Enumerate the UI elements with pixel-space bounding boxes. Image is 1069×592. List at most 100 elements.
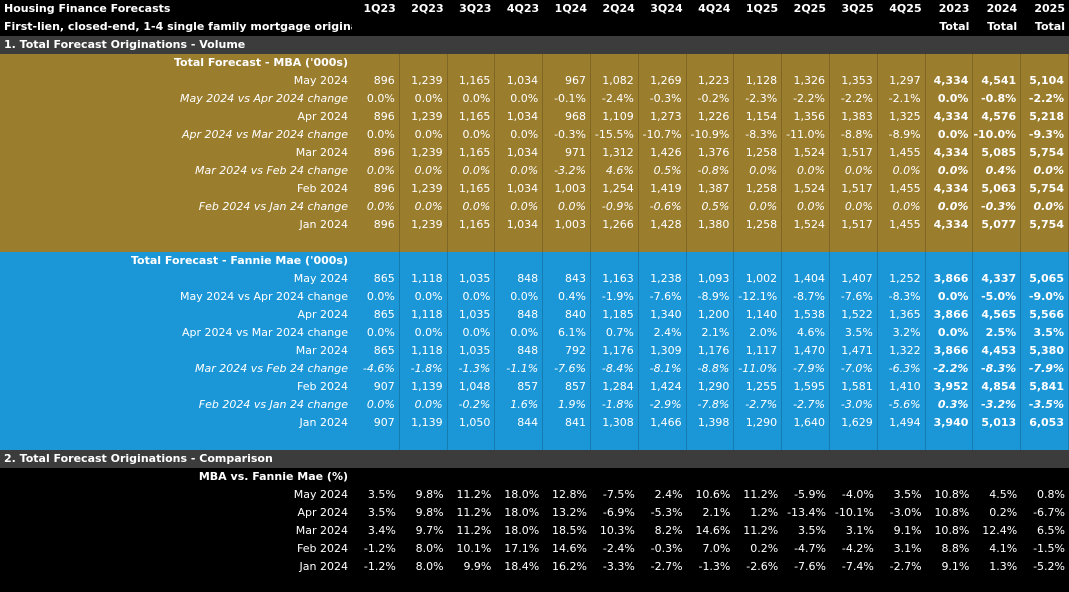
row-label: Jan 2024 bbox=[299, 560, 348, 573]
empty-cell bbox=[495, 468, 543, 486]
value-cell: -0.3% bbox=[639, 90, 687, 108]
value-cell: 0.0% bbox=[400, 90, 448, 108]
value-cell: 1,034 bbox=[495, 180, 544, 198]
value-cell: -2.6% bbox=[746, 560, 779, 573]
value-cell: 12.8% bbox=[552, 488, 587, 501]
value-cell: 11.2% bbox=[456, 506, 492, 519]
data-row: Apr 2024 vs Mar 2024 change 0.0% 0.0% 0.0% 0… bbox=[0, 126, 1069, 144]
block-title: Total Forecast - Fannie Mae ('000s) bbox=[131, 254, 348, 267]
value-cell: 5,104 bbox=[1021, 72, 1069, 90]
data-row: Feb 2024 vs Jan 24 change 0.0% 0.0% 0.0% 0.0… bbox=[0, 198, 1069, 216]
value-cell: 1,003 bbox=[543, 180, 591, 198]
value-cell: 1,252 bbox=[878, 270, 926, 288]
block-title: Total Forecast - MBA ('000s) bbox=[174, 56, 348, 69]
value-cell: 0.4% bbox=[543, 288, 591, 306]
value-cell: -0.1% bbox=[543, 90, 591, 108]
value-cell: -5.2% bbox=[1033, 560, 1065, 573]
value-cell: 3.1% bbox=[893, 542, 922, 555]
column-header: 2024 bbox=[986, 2, 1018, 15]
value-cell: 896 bbox=[352, 144, 400, 162]
value-cell: -1.8% bbox=[400, 360, 448, 378]
row-label: Jan 2024 bbox=[299, 416, 348, 429]
value-cell: 1,258 bbox=[734, 180, 783, 198]
value-cell: -3.5% bbox=[1021, 396, 1069, 414]
value-cell: 0.0% bbox=[782, 162, 830, 180]
row-label: May 2024 vs Apr 2024 change bbox=[180, 92, 348, 105]
value-cell: 0.0% bbox=[448, 162, 496, 180]
column-header: 1Q25 bbox=[745, 2, 779, 15]
value-cell: 4.1% bbox=[989, 542, 1018, 555]
value-cell: 10.8% bbox=[934, 524, 970, 537]
value-cell: 1,117 bbox=[734, 342, 783, 360]
value-cell: -1.5% bbox=[1033, 542, 1065, 555]
value-cell: 1,238 bbox=[639, 270, 687, 288]
value-cell: 1.2% bbox=[750, 506, 779, 519]
value-cell: 792 bbox=[543, 342, 591, 360]
data-row: May 2024 865 1,118 1,035 848 843 1,163 1,238 1,0… bbox=[0, 270, 1069, 288]
row-label: Mar 2024 vs Feb 24 change bbox=[194, 164, 348, 177]
value-cell: 4,334 bbox=[926, 108, 974, 126]
empty-cell bbox=[973, 468, 1021, 486]
empty-cell bbox=[543, 252, 591, 270]
empty-cell bbox=[639, 432, 687, 450]
value-cell: 3.1% bbox=[845, 524, 874, 537]
row-label: Feb 2024 bbox=[297, 182, 348, 195]
value-cell: 1,035 bbox=[448, 306, 496, 324]
value-cell: 0.0% bbox=[543, 198, 591, 216]
column-header: 4Q25 bbox=[889, 2, 922, 15]
value-cell: -1.3% bbox=[698, 560, 731, 573]
value-cell: -12.1% bbox=[734, 288, 783, 306]
data-row: May 2024 3.5% 9.8% 11.2% 18.0% 12.8% -7.5% 2.4%… bbox=[0, 486, 1069, 504]
value-cell: -1.3% bbox=[448, 360, 496, 378]
sheet-subtitle: First-lien, closed-end, 1-4 single famil… bbox=[4, 20, 352, 33]
value-cell: 0.0% bbox=[352, 288, 400, 306]
empty-cell bbox=[734, 432, 783, 450]
value-cell: 968 bbox=[543, 108, 591, 126]
value-cell: 4,334 bbox=[926, 72, 974, 90]
value-cell: 8.0% bbox=[415, 542, 444, 555]
row-label: Jan 2024 bbox=[299, 218, 348, 231]
value-cell: 9.1% bbox=[893, 524, 922, 537]
section-title: 1. Total Forecast Originations - Volume bbox=[4, 38, 246, 51]
value-cell: 0.3% bbox=[926, 396, 974, 414]
value-cell: 12.4% bbox=[982, 524, 1018, 537]
value-cell: -3.2% bbox=[543, 162, 591, 180]
value-cell: -4.7% bbox=[794, 542, 826, 555]
value-cell: 1,383 bbox=[830, 108, 878, 126]
value-cell: -0.8% bbox=[973, 90, 1022, 108]
section-row: 2. Total Forecast Originations - Compari… bbox=[0, 450, 1069, 468]
value-cell: -13.4% bbox=[787, 506, 826, 519]
data-row: Jan 2024 907 1,139 1,050 844 841 1,308 1,466 1,3… bbox=[0, 414, 1069, 432]
value-cell: -1.9% bbox=[591, 288, 639, 306]
value-cell: 14.6% bbox=[552, 542, 587, 555]
data-row: Jan 2024 -1.2% 8.0% 9.9% 18.4% 16.2% -3.3% -2.7… bbox=[0, 558, 1069, 576]
value-cell: 1,128 bbox=[734, 72, 783, 90]
value-cell: 3,866 bbox=[926, 342, 974, 360]
value-cell: 1,034 bbox=[495, 72, 544, 90]
value-cell: 9.8% bbox=[415, 506, 444, 519]
empty-cell bbox=[1021, 468, 1069, 486]
value-cell: 5,754 bbox=[1021, 216, 1069, 234]
value-cell: 1,239 bbox=[400, 216, 448, 234]
value-cell: 0.0% bbox=[352, 198, 400, 216]
value-cell: 3.4% bbox=[367, 524, 396, 537]
value-cell: 0.2% bbox=[989, 506, 1018, 519]
value-cell: 1,581 bbox=[830, 378, 878, 396]
empty-cell bbox=[926, 432, 974, 450]
value-cell: 0.0% bbox=[352, 396, 400, 414]
empty-cell bbox=[448, 432, 496, 450]
value-cell: -6.3% bbox=[878, 360, 926, 378]
column-header: 4Q24 bbox=[698, 2, 731, 15]
header-row: Housing Finance Forecasts 1Q23 2Q23 3Q23 4Q2… bbox=[0, 0, 1069, 18]
value-cell: 0.0% bbox=[495, 288, 544, 306]
value-cell: 3.5% bbox=[1021, 324, 1069, 342]
value-cell: 0.0% bbox=[1021, 162, 1069, 180]
value-cell: 1,308 bbox=[591, 414, 639, 432]
value-cell: -8.7% bbox=[782, 288, 830, 306]
value-cell: 1,353 bbox=[830, 72, 878, 90]
value-cell: 1,093 bbox=[687, 270, 735, 288]
spacer-row bbox=[0, 234, 1069, 252]
value-cell: 5,077 bbox=[973, 216, 1022, 234]
value-cell: 1,185 bbox=[591, 306, 639, 324]
